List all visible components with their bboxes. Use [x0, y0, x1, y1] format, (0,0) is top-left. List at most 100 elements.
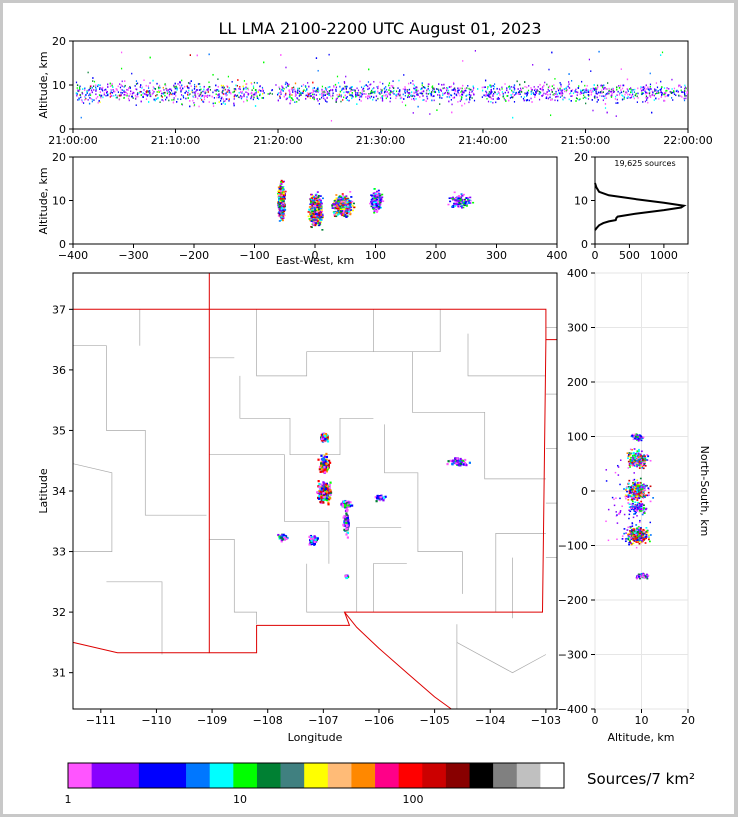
source-point — [508, 85, 511, 88]
source-point — [581, 89, 584, 92]
source-point — [517, 88, 519, 90]
source-point — [566, 85, 568, 88]
source-point — [367, 95, 369, 97]
source-point — [324, 438, 327, 441]
source-point — [450, 94, 452, 96]
source-point — [419, 92, 421, 95]
source-point — [555, 90, 557, 93]
source-point — [407, 92, 409, 94]
source-point — [285, 98, 287, 101]
source-point — [457, 87, 459, 90]
source-point — [653, 94, 655, 97]
source-point — [340, 206, 343, 209]
source-point — [465, 204, 468, 206]
source-point — [285, 81, 287, 84]
source-point — [167, 91, 169, 93]
source-point — [317, 194, 320, 197]
source-point — [465, 98, 467, 101]
source-point — [570, 100, 572, 102]
source-point — [539, 83, 541, 86]
source-point — [246, 99, 248, 102]
source-point — [536, 88, 538, 91]
source-point — [492, 101, 494, 104]
source-point — [387, 92, 390, 95]
source-point — [279, 95, 281, 98]
source-point — [164, 98, 167, 101]
source-point — [91, 100, 93, 103]
source-point — [381, 88, 383, 91]
source-point — [561, 94, 563, 97]
source-point — [329, 481, 332, 484]
source-point — [402, 93, 404, 96]
source-point — [259, 93, 261, 96]
source-point — [340, 205, 343, 207]
source-point — [603, 95, 605, 98]
source-point — [315, 201, 318, 203]
source-point — [126, 94, 128, 97]
source-point — [256, 97, 259, 99]
source-point — [591, 91, 593, 94]
source-point — [535, 90, 537, 93]
source-point — [369, 83, 371, 86]
source-point — [339, 85, 341, 88]
source-point — [395, 90, 398, 93]
source-point — [547, 97, 549, 100]
source-point — [453, 198, 456, 200]
source-point — [486, 91, 488, 94]
source-point — [281, 181, 284, 183]
source-point — [443, 87, 445, 89]
source-point — [345, 199, 348, 201]
source-point — [499, 89, 501, 92]
source-point — [656, 92, 658, 94]
source-point — [199, 89, 201, 91]
source-point — [344, 200, 347, 202]
source-point — [531, 101, 533, 103]
source-point — [316, 191, 319, 193]
source-point — [168, 93, 171, 96]
source-point — [78, 86, 81, 89]
source-point — [335, 194, 338, 196]
source-point — [335, 197, 338, 200]
source-point — [362, 92, 364, 95]
source-point — [199, 93, 201, 96]
source-point — [336, 202, 339, 205]
source-point — [381, 99, 384, 102]
histogram-x-tick-label: 0 — [592, 249, 599, 262]
source-point — [395, 93, 397, 96]
source-point — [489, 96, 491, 98]
source-point — [280, 186, 283, 188]
source-point — [321, 88, 323, 91]
source-point — [582, 92, 584, 95]
source-point — [329, 86, 331, 88]
source-point — [180, 98, 182, 101]
source-point — [513, 101, 516, 103]
source-point — [311, 195, 314, 197]
source-point — [154, 88, 157, 90]
source-point — [135, 80, 138, 82]
source-point — [389, 97, 392, 100]
source-point — [404, 94, 406, 97]
source-point — [150, 95, 152, 98]
source-point — [341, 202, 344, 205]
source-point — [312, 87, 314, 90]
source-point — [622, 84, 624, 87]
source-point — [450, 85, 452, 88]
source-point — [374, 191, 377, 194]
source-point — [312, 91, 314, 94]
source-point — [388, 82, 391, 84]
source-point — [212, 102, 214, 105]
source-point — [267, 93, 269, 95]
source-point — [373, 210, 376, 212]
source-point — [481, 96, 483, 98]
source-point — [339, 208, 342, 211]
source-point — [564, 90, 566, 93]
source-point — [314, 207, 317, 210]
source-point — [623, 84, 625, 87]
source-point — [321, 214, 324, 217]
source-point — [324, 91, 326, 94]
source-point — [671, 78, 673, 81]
source-point — [465, 201, 468, 203]
source-point — [421, 87, 423, 90]
source-point — [342, 194, 345, 197]
source-point — [472, 201, 475, 204]
